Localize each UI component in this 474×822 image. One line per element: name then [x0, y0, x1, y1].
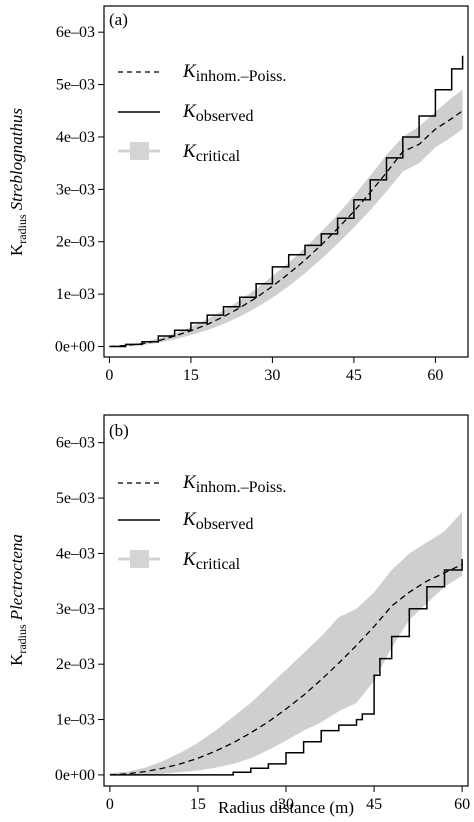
legend-label-critical-a: Kcritical: [182, 141, 241, 165]
y-tick-label: 6e–03: [56, 435, 95, 452]
x-tick-label: 30: [278, 796, 294, 813]
x-tick-label: 15: [183, 367, 199, 384]
y-tick-label: 3e–03: [56, 601, 95, 618]
legend-label-critical-b: Kcritical: [182, 549, 241, 573]
legend-sub-expected-b: inhom.–Poiss.: [196, 479, 287, 496]
y-tick-label: 0e+00: [55, 767, 95, 784]
y-tick-label: 4e–03: [56, 545, 95, 562]
legend-sub-observed-a: observed: [196, 108, 254, 125]
x-tick-label: 0: [105, 367, 113, 384]
legend-label-expected-a: Kinhom.–Poiss.: [182, 61, 286, 85]
observed-line: [109, 559, 463, 776]
legend-a: Kinhom.–Poiss. Kobserved Kcritical: [118, 61, 286, 165]
x-tick-label: 0: [106, 796, 114, 813]
y-tick-label: 6e–03: [56, 24, 95, 41]
x-tick-label: 45: [346, 367, 362, 384]
legend-k-observed-b: K: [182, 509, 197, 530]
critical-band-area: [109, 89, 463, 347]
expected-line: [109, 563, 463, 776]
legend-sub-critical-b: critical: [196, 556, 241, 573]
critical-band-a: [109, 89, 463, 347]
legend-label-observed-b: Kobserved: [182, 509, 253, 533]
x-axis-a: 0 15 30 45 60: [105, 357, 443, 384]
y-axis-title-sub-b: radius: [15, 624, 29, 654]
panel-b: 0e+00 1e–03 2e–03 3e–03 4e–03 5e–03 6e–03 0 15 3…: [7, 414, 470, 813]
legend-label-expected-b: Kinhom.–Poiss.: [182, 472, 286, 496]
y-axis-a: 0e+00 1e–03 2e–03 3e–03 4e–03 5e–03 6e–03: [55, 24, 104, 356]
y-axis-title-a: Kradius Streblognathus: [7, 108, 29, 256]
panel-label-a: (a): [109, 10, 128, 29]
panel-label-b: (b): [109, 421, 129, 440]
y-tick-label: 5e–03: [56, 490, 95, 507]
y-tick-label: 4e–03: [56, 129, 95, 146]
y-axis-title-species-a: Streblognathus: [7, 108, 26, 211]
x-tick-label: 15: [190, 796, 206, 813]
observed-line: [109, 55, 464, 348]
y-tick-label: 3e–03: [56, 181, 95, 198]
legend-sub-expected-a: inhom.–Poiss.: [196, 68, 287, 85]
critical-band-area: [109, 511, 463, 775]
legend-sub-observed-b: observed: [196, 516, 254, 533]
y-axis-title-sub-a: radius: [15, 214, 29, 244]
y-tick-label: 0e+00: [55, 339, 95, 356]
legend-k-expected-b: K: [182, 472, 197, 493]
expected-line: [109, 110, 463, 348]
lines-b: [109, 559, 463, 776]
y-axis-title-base-b: K: [7, 653, 26, 666]
legend-label-observed-a: Kobserved: [182, 101, 253, 125]
y-axis-title-species-b: Plectroctena: [7, 534, 26, 621]
critical-band-b: [109, 511, 463, 775]
y-tick-label: 5e–03: [56, 77, 95, 94]
legend-sub-critical-a: critical: [196, 148, 241, 165]
legend-k-critical-a: K: [182, 141, 197, 162]
x-axis-b: 0 15 30 45 60: [106, 786, 470, 813]
x-tick-label: 30: [264, 367, 280, 384]
x-axis-title: Radius distance (m): [218, 798, 354, 817]
legend-b: Kinhom.–Poiss. Kobserved Kcritical: [118, 472, 286, 573]
y-axis-title-base-a: K: [7, 243, 26, 256]
x-tick-label: 60: [427, 367, 443, 384]
x-tick-label: 60: [454, 796, 470, 813]
legend-k-critical-b: K: [182, 549, 197, 570]
y-axis-b: 0e+00 1e–03 2e–03 3e–03 4e–03 5e–03 6e–03: [55, 435, 104, 784]
x-tick-label: 45: [366, 796, 382, 813]
y-tick-label: 2e–03: [56, 656, 95, 673]
y-tick-label: 2e–03: [56, 234, 95, 251]
lines-a: [109, 55, 464, 348]
y-tick-label: 1e–03: [56, 712, 95, 729]
legend-k-observed-a: K: [182, 101, 197, 122]
plot-frame-a: [103, 5, 469, 358]
legend-k-expected-a: K: [182, 61, 197, 82]
y-tick-label: 1e–03: [56, 286, 95, 303]
y-axis-title-b: Kradius Plectroctena: [7, 534, 29, 666]
panel-a: 0e+00 1e–03 2e–03 3e–03 4e–03 5e–03 6e–03 0 15 3…: [7, 5, 469, 384]
